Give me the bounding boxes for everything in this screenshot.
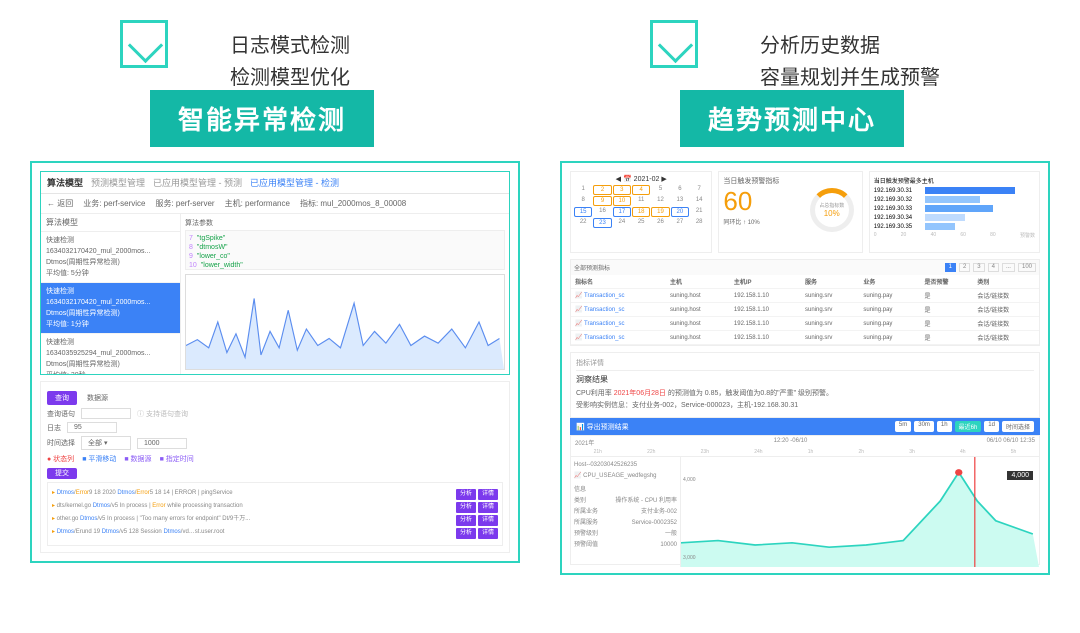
algo-item-selected[interactable]: 快速检测1634032170420_mul_2000mos...Dtmos(周期… — [41, 283, 180, 334]
tag-status[interactable]: ● 状态列 — [47, 454, 74, 464]
arrow-icon — [650, 20, 698, 68]
algo-item[interactable]: 快速检测1634035925294_mul_2000mos...Dtmos(周期… — [41, 334, 180, 374]
forecast-chart: 2021年 12:20 -06/10 06/10 06/10 12:35 21h… — [570, 435, 1040, 565]
timeseries-chart — [185, 274, 505, 370]
param-header: 算法参数 — [185, 218, 505, 228]
time-range-btn[interactable]: 时间选择 — [1002, 421, 1034, 432]
table-row[interactable]: 📈 Transaction_scsuning.host192.158.1.10s… — [571, 289, 1039, 303]
top-hosts-card: 当日触发预警最多主机 192.169.30.31192.169.30.32192… — [869, 171, 1040, 253]
time-range-btn[interactable]: 最近6h — [955, 421, 982, 432]
right-banner: 趋势预测中心 — [680, 90, 904, 147]
peak-badge: 4,000 — [1007, 471, 1033, 480]
breadcrumb: ← 返回 业务: perf-service 服务: perf-server 主机… — [41, 194, 509, 214]
time-input[interactable]: 全部 ▾ — [81, 436, 131, 450]
tab-algo-model[interactable]: 算法模型 — [47, 176, 83, 189]
submit-btn[interactable]: 提交 — [47, 468, 77, 479]
code-block: 7"tgSpike"8"dtmosW"9"lower_co"10"lower_w… — [185, 230, 505, 270]
tab-applied-detect[interactable]: 已应用模型管理 - 检测 — [250, 176, 339, 189]
tag-time[interactable]: ■ 指定时间 — [160, 454, 194, 464]
time-range-btn[interactable]: 1d — [984, 421, 999, 432]
left-panel: 算法模型 预测模型管理 已应用模型管理 - 预测 已应用模型管理 - 检测 ← … — [30, 161, 520, 563]
export-button[interactable]: 📊 导出预测结果 — [576, 422, 629, 432]
tag-datasource[interactable]: ■ 数据源 — [124, 454, 151, 464]
arrow-icon — [120, 20, 168, 68]
tab-applied-predict[interactable]: 已应用模型管理 - 预测 — [153, 176, 242, 189]
left-feature-labels: 日志模式检测 检测模型优化 — [230, 30, 350, 94]
donut-chart: 占总指标数10% — [810, 188, 854, 232]
time-range-btn[interactable]: 30m — [914, 421, 934, 432]
time-range-btn[interactable]: 1h — [937, 421, 952, 432]
left-banner: 智能异常检测 — [150, 90, 374, 147]
calendar[interactable]: ◀ 📅 2021-02 ▶ 12345678910111213141516171… — [570, 171, 712, 253]
tab-predict-mgmt[interactable]: 预测模型管理 — [91, 176, 145, 189]
right-panel: ◀ 📅 2021-02 ▶ 12345678910111213141516171… — [560, 161, 1050, 575]
pagination[interactable]: 1234...100 — [945, 263, 1036, 272]
table-row[interactable]: 📈 Transaction_scsuning.host192.158.1.10s… — [571, 331, 1039, 345]
tag-smooth[interactable]: ■ 平滑移动 — [82, 454, 116, 464]
query-btn[interactable]: 查询 — [47, 391, 77, 405]
right-feature-labels: 分析历史数据 容量规划并生成预警 — [760, 30, 940, 94]
insight-panel: 指标详情 洞察结果 CPU利用率 2021年06月28日 的预测值为 0.85，… — [570, 352, 1040, 418]
log-count-input[interactable]: 95 — [67, 422, 117, 433]
algo-list-header: 算法模型 — [41, 214, 180, 232]
algo-item[interactable]: 快速检测1634032170420_mul_2000mos...Dtmos(周期… — [41, 232, 180, 283]
table-row[interactable]: 📈 Transaction_scsuning.host192.158.1.10s… — [571, 303, 1039, 317]
query-input[interactable] — [81, 408, 131, 419]
table-row[interactable]: 📈 Transaction_scsuning.host192.158.1.10s… — [571, 317, 1039, 331]
time-range-btn[interactable]: 5m — [895, 421, 911, 432]
alert-count-card: 当日触发预警指标 60 同环比 ↑ 10% 占总指标数10% — [718, 171, 862, 253]
query-form: 查询数据源 查询语句 ⓘ 支持语句查询 日志95 时间选择全部 ▾1000 ● … — [40, 381, 510, 553]
prediction-table: 全部预测指标 1234...100 指标名主机主机IP服务业务是否预警类别📈 T… — [570, 259, 1040, 346]
back-button[interactable]: ← 返回 — [47, 198, 73, 209]
log-list: ▸ Dtmos/Error9 18 2020 Dtmos/Error5 18 1… — [47, 482, 503, 546]
